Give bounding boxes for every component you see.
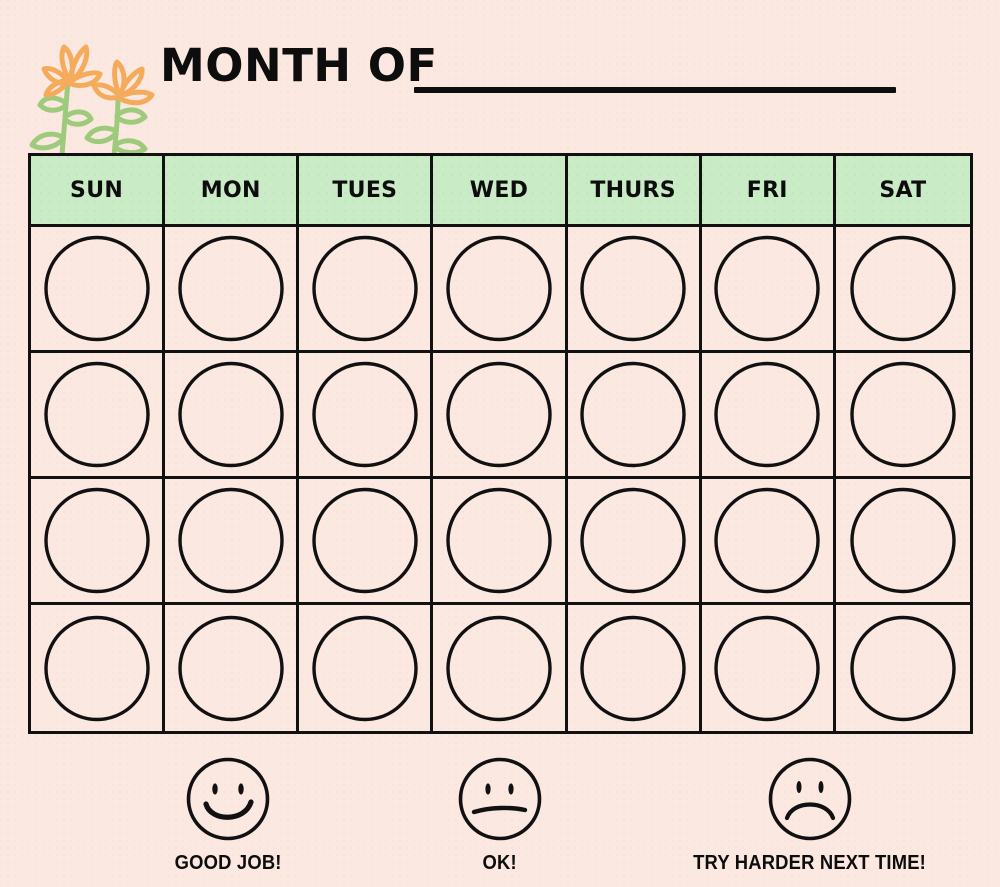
calendar-cell[interactable] <box>299 605 434 731</box>
calendar-cell[interactable] <box>31 605 166 731</box>
calendar-cell[interactable] <box>165 227 300 353</box>
month-name-blank-line[interactable] <box>414 87 896 93</box>
day-header-tues: TUES <box>299 156 434 227</box>
day-header-label: MON <box>200 177 261 203</box>
calendar-cell[interactable] <box>299 353 434 479</box>
empty-circle-icon[interactable] <box>445 615 553 722</box>
empty-circle-icon[interactable] <box>445 235 553 342</box>
calendar-cell[interactable] <box>299 479 434 605</box>
calendar-cell[interactable] <box>835 479 970 605</box>
legend-item-ok: OK! <box>400 756 600 875</box>
calendar-week-row <box>31 605 970 731</box>
day-header-label: WED <box>469 177 529 203</box>
empty-circle-icon[interactable] <box>849 615 957 722</box>
calendar-cell[interactable] <box>299 227 434 353</box>
day-header-label: THURS <box>590 177 676 203</box>
calendar-cell[interactable] <box>567 353 702 479</box>
day-header-label: TUES <box>332 177 398 203</box>
calendar-cell[interactable] <box>433 605 568 731</box>
calendar-cell[interactable] <box>701 479 836 605</box>
calendar-cell[interactable] <box>31 479 166 605</box>
calendar-cell[interactable] <box>165 605 300 731</box>
empty-circle-icon[interactable] <box>849 235 957 342</box>
empty-circle-icon[interactable] <box>579 615 687 722</box>
calendar-week-row <box>31 353 970 479</box>
smiley-happy-face-icon <box>186 757 270 841</box>
empty-circle-icon[interactable] <box>43 615 151 722</box>
page-title: MONTH OF <box>160 39 438 92</box>
calendar-header-row: SUN MON TUES WED THURS FRI SAT <box>31 156 971 227</box>
day-header-wed: WED <box>433 156 568 227</box>
calendar-cell[interactable] <box>165 353 300 479</box>
calendar-week-row <box>31 227 970 353</box>
day-header-mon: MON <box>165 156 300 227</box>
page-header: MONTH OF <box>0 0 1000 158</box>
empty-circle-icon[interactable] <box>311 615 419 722</box>
empty-circle-icon[interactable] <box>311 361 419 468</box>
smiley-neutral-face-icon <box>458 757 542 841</box>
calendar-cell[interactable] <box>31 353 166 479</box>
empty-circle-icon[interactable] <box>445 361 553 468</box>
empty-circle-icon[interactable] <box>177 615 285 722</box>
empty-circle-icon[interactable] <box>713 235 821 342</box>
calendar-cell[interactable] <box>836 605 970 731</box>
day-header-label: SUN <box>70 177 124 203</box>
calendar-cell[interactable] <box>433 227 568 353</box>
calendar-cell[interactable] <box>165 479 300 605</box>
legend-item-good-job: GOOD JOB! <box>128 756 328 875</box>
empty-circle-icon[interactable] <box>43 235 151 342</box>
calendar-cell[interactable] <box>567 227 702 353</box>
day-header-fri: FRI <box>701 156 836 227</box>
empty-circle-icon[interactable] <box>177 361 285 468</box>
calendar-grid: SUN MON TUES WED THURS FRI SAT <box>28 153 973 734</box>
empty-circle-icon[interactable] <box>445 487 553 594</box>
calendar-cell[interactable] <box>433 479 568 605</box>
smiley-sad-face-icon <box>768 757 852 841</box>
calendar-cell[interactable] <box>433 353 568 479</box>
empty-circle-icon[interactable] <box>713 487 821 594</box>
empty-circle-icon[interactable] <box>849 487 957 594</box>
rating-legend: GOOD JOB! OK! TRY HARDER NEXT TIME! <box>0 748 1000 887</box>
empty-circle-icon[interactable] <box>579 235 687 342</box>
calendar-cell[interactable] <box>701 353 836 479</box>
calendar-cell[interactable] <box>835 353 970 479</box>
empty-circle-icon[interactable] <box>311 487 419 594</box>
empty-circle-icon[interactable] <box>177 487 285 594</box>
calendar-cell[interactable] <box>701 227 836 353</box>
empty-circle-icon[interactable] <box>43 361 151 468</box>
empty-circle-icon[interactable] <box>311 235 419 342</box>
empty-circle-icon[interactable] <box>849 361 957 468</box>
legend-label: TRY HARDER NEXT TIME! <box>693 852 927 874</box>
flowers-illustration <box>26 33 158 158</box>
legend-label: GOOD JOB! <box>174 852 282 874</box>
calendar-week-row <box>31 479 970 605</box>
calendar-cell[interactable] <box>835 227 970 353</box>
day-header-label: FRI <box>746 177 788 203</box>
day-header-sun: SUN <box>31 156 166 227</box>
calendar-cell[interactable] <box>702 605 836 731</box>
empty-circle-icon[interactable] <box>713 361 821 468</box>
day-header-thurs: THURS <box>567 156 702 227</box>
calendar-cell[interactable] <box>31 227 166 353</box>
legend-label: OK! <box>482 852 518 874</box>
day-header-sat: SAT <box>835 156 971 227</box>
empty-circle-icon[interactable] <box>579 361 687 468</box>
calendar-cell[interactable] <box>567 479 702 605</box>
calendar-cell[interactable] <box>568 605 702 731</box>
day-header-label: SAT <box>879 177 927 203</box>
empty-circle-icon[interactable] <box>713 615 821 722</box>
empty-circle-icon[interactable] <box>43 487 151 594</box>
empty-circle-icon[interactable] <box>579 487 687 594</box>
empty-circle-icon[interactable] <box>177 235 285 342</box>
legend-item-try-harder: TRY HARDER NEXT TIME! <box>660 756 960 875</box>
